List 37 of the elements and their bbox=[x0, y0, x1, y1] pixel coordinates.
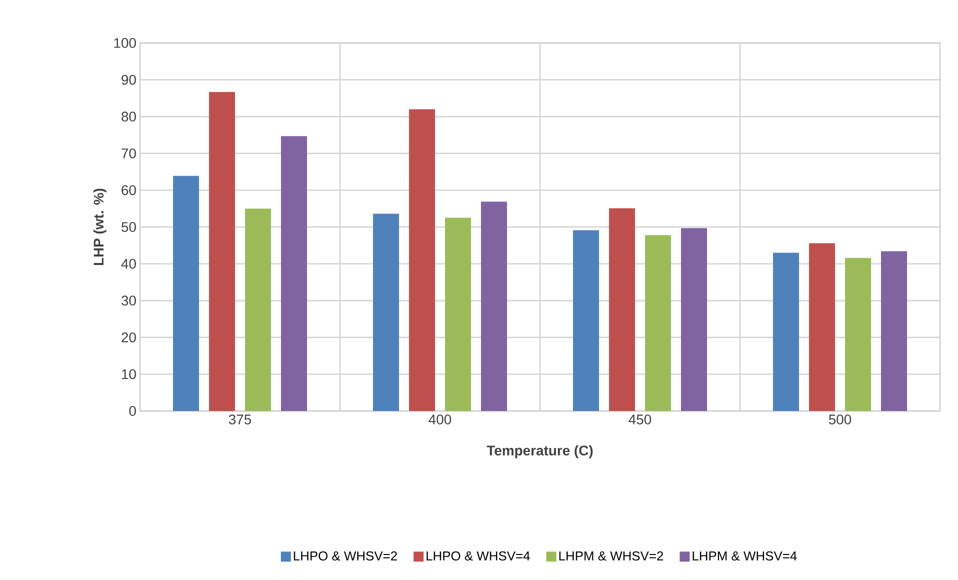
y-axis-title: LHP (wt. %) bbox=[93, 188, 106, 266]
bar bbox=[645, 235, 672, 411]
bar bbox=[609, 208, 636, 411]
bar bbox=[845, 258, 872, 411]
legend-label: LHPO & WHSV=4 bbox=[426, 551, 530, 561]
y-tick-label: 20 bbox=[122, 332, 136, 342]
y-tick-label: 30 bbox=[122, 296, 136, 306]
bar bbox=[209, 92, 235, 411]
y-tick-label: 60 bbox=[122, 185, 136, 196]
y-tick-label: 40 bbox=[121, 258, 136, 269]
bar bbox=[773, 252, 800, 411]
y-tick-label: 70 bbox=[122, 148, 136, 158]
bar bbox=[409, 109, 436, 411]
y-tick-label: 100 bbox=[114, 38, 136, 48]
x-tick-label: 375 bbox=[228, 414, 252, 424]
bar bbox=[445, 218, 472, 411]
bar bbox=[245, 208, 272, 411]
legend-label: LHPO & WHSV=2 bbox=[294, 551, 397, 561]
bar bbox=[173, 176, 199, 411]
y-tick-label: 50 bbox=[122, 222, 136, 232]
bar bbox=[373, 214, 400, 411]
x-tick-label: 500 bbox=[828, 414, 852, 424]
bar bbox=[881, 251, 908, 411]
bar bbox=[281, 136, 308, 411]
bar bbox=[573, 230, 600, 411]
x-tick-label: 400 bbox=[428, 414, 452, 424]
x-axis-title: Temperature (C) bbox=[486, 445, 593, 458]
bar bbox=[681, 228, 708, 411]
y-tick-label: 80 bbox=[122, 112, 136, 122]
legend-label: LHPM & WHSV=2 bbox=[559, 551, 664, 561]
bar bbox=[809, 243, 836, 411]
bar bbox=[481, 202, 508, 411]
x-tick-label: 450 bbox=[628, 414, 652, 424]
legend-label: LHPM & WHSV=4 bbox=[692, 551, 797, 561]
y-tick-label: 0 bbox=[129, 406, 136, 416]
y-tick-label: 10 bbox=[122, 369, 136, 380]
y-tick-label: 90 bbox=[122, 74, 136, 85]
